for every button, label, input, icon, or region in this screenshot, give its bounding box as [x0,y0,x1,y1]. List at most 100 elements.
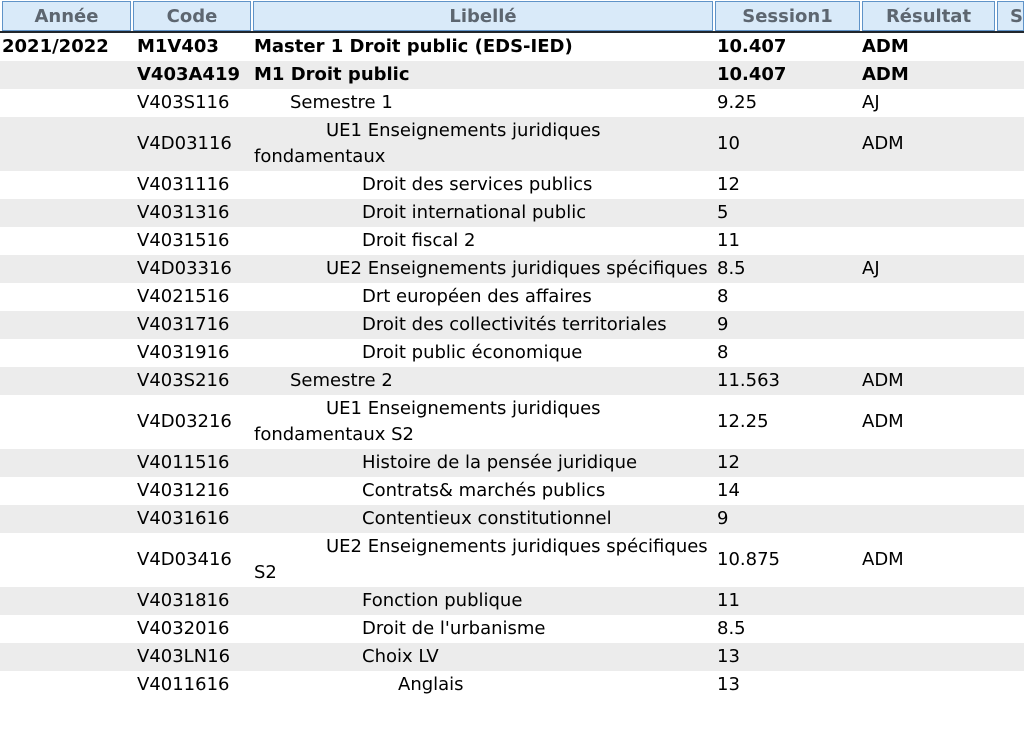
cell-code: V4031616 [137,508,230,529]
table-row: V4032016 Droit de l'urbanisme 8.5 [0,615,1024,643]
cell-code: V4D03116 [137,133,232,154]
cell-resultat: ADM [862,370,904,391]
cell-resultat: AJ [862,92,880,113]
cell-code: V4031316 [137,202,230,223]
cell-code: V403A419 [137,64,241,85]
table-row: 2021/2022 M1V403 Master 1 Droit public (… [0,33,1024,61]
cell-libelle: Droit international public [362,202,587,223]
cell-libelle: Anglais [398,674,464,695]
table-row: V4031216 Contrats& marchés publics 14 [0,477,1024,505]
cell-libelle: M1 Droit public [254,64,410,85]
cell-libelle: Droit de l'urbanisme [362,618,546,639]
cell-session1: 10.407 [717,64,787,85]
cell-session1: 9 [717,314,729,335]
cell-session1: 8.5 [717,618,746,639]
cell-session1: 9 [717,508,729,529]
cell-resultat: ADM [862,549,904,570]
table-row: V4031316 Droit international public 5 [0,199,1024,227]
table-row: V4D03416 UE2 Enseignements juridiques sp… [0,533,1024,587]
table-row: V4021516 Drt européen des affaires 8 [0,283,1024,311]
cell-code: M1V403 [137,36,219,57]
cell-libelle: Semestre 1 [290,92,393,113]
cell-libelle: Drt européen des affaires [362,286,592,307]
table-header-row: Année Code Libellé Session1 Résultat S [0,0,1024,33]
column-header-code: Code [133,1,251,31]
table-row: V4031816 Fonction publique 11 [0,587,1024,615]
cell-code: V4011616 [137,674,230,695]
cell-libelle: UE2 Enseignements juridiques spécifiques [326,258,708,279]
cell-libelle: Droit des collectivités territoriales [362,314,667,335]
cell-code: V403S116 [137,92,230,113]
cell-libelle: UE1 Enseignements juridiques fondamentau… [254,398,601,445]
column-header-libelle: Libellé [253,1,713,31]
table-row: V4031516 Droit fiscal 2 11 [0,227,1024,255]
cell-code: V4031516 [137,230,230,251]
cell-session1: 12 [717,174,740,195]
cell-libelle: Contrats& marchés publics [362,480,606,501]
cell-libelle: UE1 Enseignements juridiques fondamentau… [254,120,601,167]
cell-code: V4031116 [137,174,230,195]
cell-code: V4032016 [137,618,230,639]
cell-resultat: ADM [862,36,909,57]
column-header-session2: S [997,1,1024,31]
cell-session1: 12 [717,452,740,473]
cell-session1: 14 [717,480,740,501]
cell-code: V4D03416 [137,549,232,570]
cell-session1: 11 [717,230,740,251]
cell-libelle: Droit public économique [362,342,583,363]
cell-libelle: Fonction publique [362,590,523,611]
table-row: V403A419 M1 Droit public 10.407 ADM [0,61,1024,89]
cell-libelle: Semestre 2 [290,370,393,391]
cell-resultat: ADM [862,411,904,432]
cell-session1: 10.875 [717,549,780,570]
cell-session1: 10 [717,133,740,154]
column-header-resultat: Résultat [862,1,995,31]
table-row: V4011616 Anglais 13 [0,671,1024,699]
cell-resultat: ADM [862,64,909,85]
table-row: V4031116 Droit des services publics 12 [0,171,1024,199]
cell-session1: 13 [717,674,740,695]
cell-session1: 11.563 [717,370,780,391]
column-header-annee: Année [2,1,131,31]
cell-session1: 12.25 [717,411,769,432]
cell-resultat: ADM [862,133,904,154]
cell-code: V4031916 [137,342,230,363]
cell-libelle: Histoire de la pensée juridique [362,452,638,473]
cell-session1: 8.5 [717,258,746,279]
table-row: V403S216 Semestre 2 11.563 ADM [0,367,1024,395]
table-row: V403S116 Semestre 1 9.25 AJ [0,89,1024,117]
cell-code: V4021516 [137,286,230,307]
cell-code: V403S216 [137,370,230,391]
cell-session1: 13 [717,646,740,667]
table-row: V4D03216 UE1 Enseignements juridiques fo… [0,395,1024,449]
cell-code: V4011516 [137,452,230,473]
cell-libelle: UE2 Enseignements juridiques spécifiques… [254,536,708,583]
table-row: V4D03116 UE1 Enseignements juridiques fo… [0,117,1024,171]
cell-libelle: Droit fiscal 2 [362,230,476,251]
table-row: V4D03316 UE2 Enseignements juridiques sp… [0,255,1024,283]
cell-session1: 8 [717,286,729,307]
cell-code: V403LN16 [137,646,231,667]
cell-code: V4D03316 [137,258,232,279]
table-row: V403LN16 Choix LV 13 [0,643,1024,671]
cell-session1: 11 [717,590,740,611]
column-header-session1: Session1 [715,1,860,31]
cell-session1: 10.407 [717,36,787,57]
table-row: V4031716 Droit des collectivités territo… [0,311,1024,339]
cell-libelle: Droit des services publics [362,174,593,195]
cell-session1: 9.25 [717,92,758,113]
cell-resultat: AJ [862,258,880,279]
cell-annee: 2021/2022 [2,36,109,57]
table-row: V4011516 Histoire de la pensée juridique… [0,449,1024,477]
cell-code: V4031816 [137,590,230,611]
cell-code: V4031716 [137,314,230,335]
cell-code: V4031216 [137,480,230,501]
table-body: 2021/2022 M1V403 Master 1 Droit public (… [0,33,1024,699]
table-row: V4031616 Contentieux constitutionnel 9 [0,505,1024,533]
table-row: V4031916 Droit public économique 8 [0,339,1024,367]
cell-libelle: Choix LV [362,646,439,667]
cell-session1: 5 [717,202,729,223]
cell-libelle: Master 1 Droit public (EDS-IED) [254,36,573,57]
cell-session1: 8 [717,342,729,363]
